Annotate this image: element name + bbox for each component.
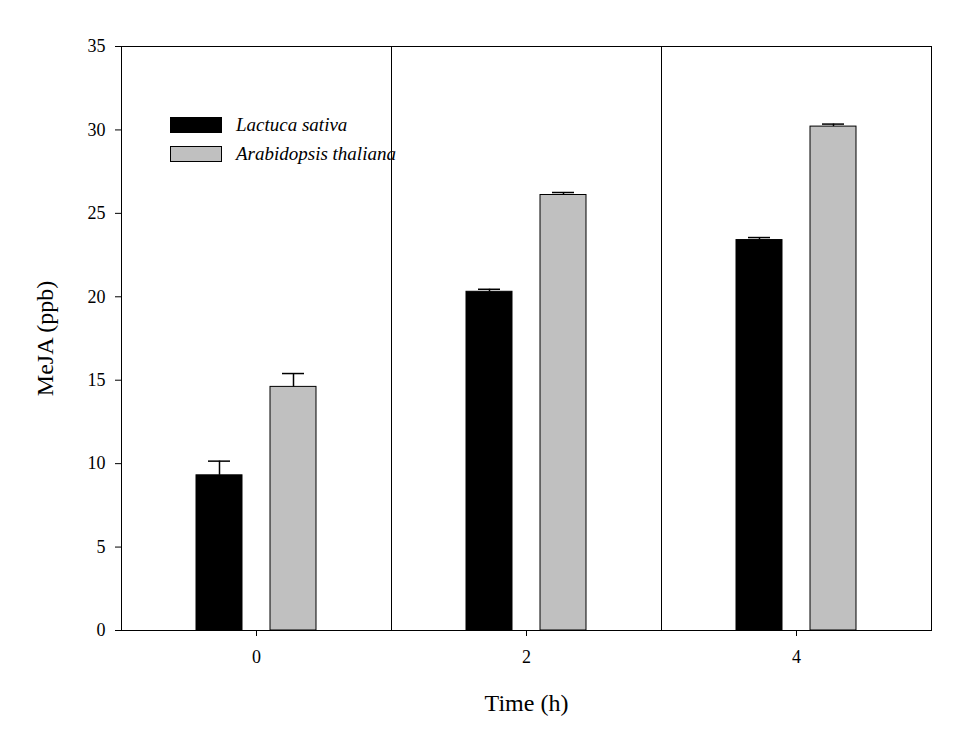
svg-text:0: 0 <box>252 647 261 667</box>
svg-text:2: 2 <box>522 647 531 667</box>
svg-text:25: 25 <box>88 203 106 223</box>
svg-text:Time (h): Time (h) <box>485 690 569 716</box>
svg-text:15: 15 <box>88 370 106 390</box>
html-text:Lactuca sativa: Lactuca sativa <box>236 113 348 135</box>
html-text:Arabidopsis thaliana: Arabidopsis thaliana <box>236 142 396 164</box>
svg-text:35: 35 <box>88 36 106 56</box>
svg-text:30: 30 <box>88 120 106 140</box>
svg-text:10: 10 <box>88 453 106 473</box>
svg-text:20: 20 <box>88 287 106 307</box>
svg-text:0: 0 <box>97 620 106 640</box>
svg-text:MeJA (ppb): MeJA (ppb) <box>32 281 58 396</box>
svg-text:4: 4 <box>792 647 801 667</box>
svg-text:5: 5 <box>97 537 106 557</box>
